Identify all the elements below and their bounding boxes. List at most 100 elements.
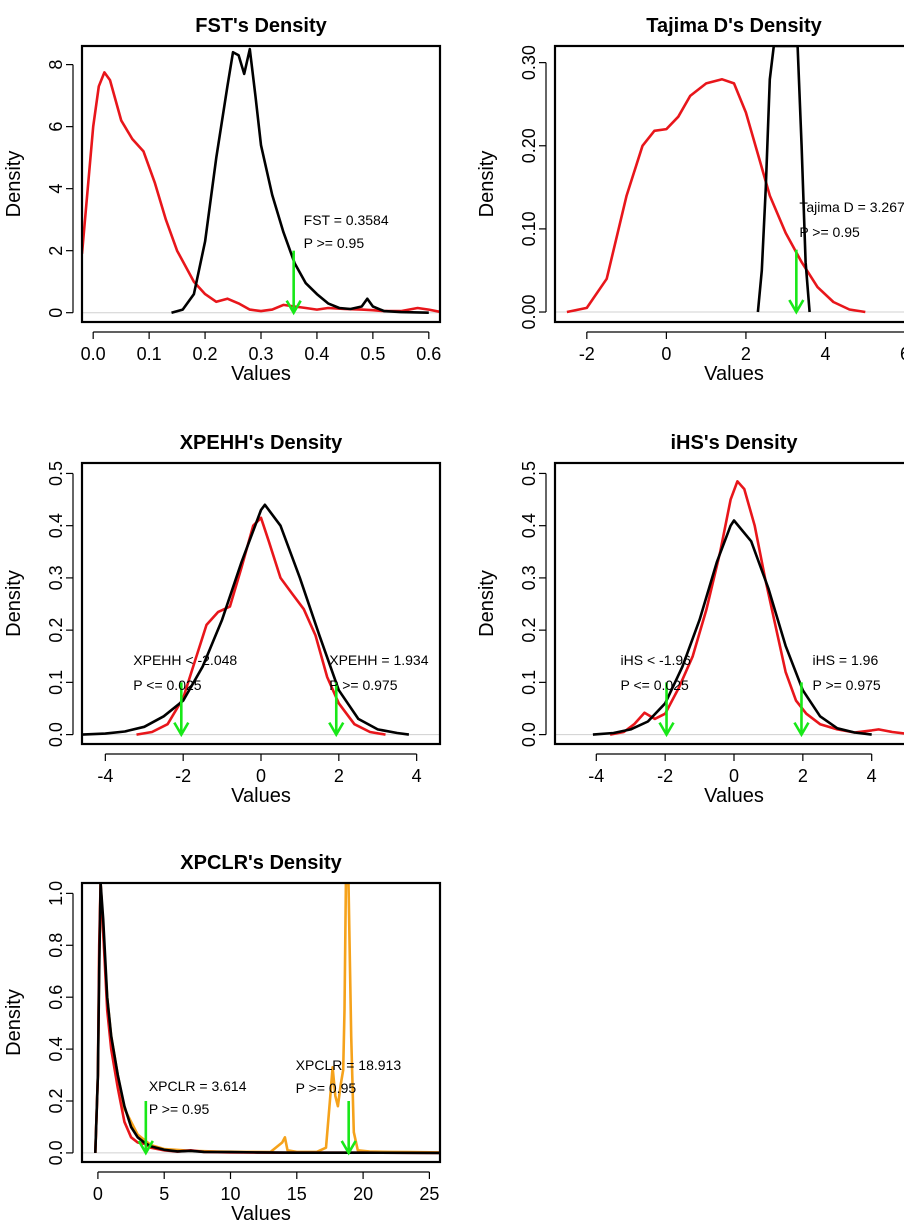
x-tick-label: 0.3 xyxy=(248,344,273,364)
y-tick-label: 0.3 xyxy=(46,565,66,590)
y-tick-label: 2 xyxy=(46,246,66,256)
x-tick-label: 0 xyxy=(729,766,739,786)
x-tick-label: -4 xyxy=(588,766,604,786)
threshold-arrow-head xyxy=(173,721,190,738)
y-tick-label: 0.2 xyxy=(46,1088,66,1113)
y-tick-label: 0 xyxy=(46,308,66,318)
y-tick-label: 0.1 xyxy=(519,670,539,695)
threshold-annotation: FST = 0.3584 xyxy=(304,212,389,228)
plot-frame xyxy=(80,881,442,1164)
black-density-curve xyxy=(94,883,440,1155)
threshold-arrow xyxy=(658,682,675,738)
x-tick-label: 5 xyxy=(159,1184,169,1204)
x-tick-label: 2 xyxy=(741,344,751,364)
y-tick-label: 0.8 xyxy=(46,933,66,958)
threshold-arrow xyxy=(340,1101,357,1156)
threshold-arrow xyxy=(328,682,345,738)
red-density-curve xyxy=(609,479,904,736)
threshold-annotation: XPEHH = 1.934 xyxy=(329,652,428,668)
threshold-arrow xyxy=(173,682,190,738)
threshold-arrow xyxy=(793,682,810,738)
x-tick-label: 0.6 xyxy=(416,344,441,364)
threshold-annotation: iHS = 1.96 xyxy=(812,652,878,668)
series-group xyxy=(592,479,904,736)
threshold-arrow-head xyxy=(658,721,675,738)
x-tick-label: 20 xyxy=(353,1184,373,1204)
x-axis-label: Values xyxy=(704,363,764,385)
y-tick-label: 0.4 xyxy=(46,1037,66,1062)
tajima-d-density-panel: Tajima D's Density -2 0 2 4 6 Values 0.00 0.10 0.… xyxy=(476,15,904,385)
y-tick-label: 0.5 xyxy=(46,461,66,486)
y-tick-label: 0.2 xyxy=(519,618,539,643)
x-tick-label: 0 xyxy=(661,344,671,364)
y-tick-label: 0.2 xyxy=(46,618,66,643)
threshold-annotation: P >= 0.975 xyxy=(812,677,880,693)
red-density-curve xyxy=(136,516,386,736)
x-axis-label: Values xyxy=(231,363,291,385)
threshold-arrow-head xyxy=(285,300,302,316)
x-tick-label: 0 xyxy=(93,1184,103,1204)
x-tick-label: 25 xyxy=(419,1184,439,1204)
xpclr-density-panel: XPCLR's Density 0 5 10 15 20 25 Values 0.0 0.2 0.4… xyxy=(3,852,442,1225)
threshold-annotation: P <= 0.025 xyxy=(133,677,201,693)
x-tick-label: -2 xyxy=(579,344,595,364)
y-tick-label: 0.4 xyxy=(46,513,66,538)
y-tick-label: 0.0 xyxy=(46,722,66,747)
x-axis-label: Values xyxy=(231,785,291,807)
x-tick-label: 0.1 xyxy=(137,344,162,364)
y-tick-label: 0.20 xyxy=(519,128,539,163)
red-density-curve xyxy=(82,71,440,314)
threshold-annotation: P >= 0.95 xyxy=(296,1080,357,1096)
panel-title: iHS's Density xyxy=(670,432,798,454)
y-tick-label: 8 xyxy=(46,60,66,70)
plot-frame xyxy=(80,461,442,746)
panel-title: XPCLR's Density xyxy=(180,852,342,874)
threshold-annotation: P >= 0.95 xyxy=(799,224,860,240)
panel-title: Tajima D's Density xyxy=(646,15,822,37)
x-tick-label: -2 xyxy=(175,766,191,786)
black-density-curve xyxy=(592,519,872,736)
y-axis-label: Density xyxy=(3,989,25,1056)
xpehh-density-panel: XPEHH's Density -4 -2 0 2 4 Values 0.0 0.1 0.2 0.3… xyxy=(3,432,442,807)
y-axis-label: Density xyxy=(476,151,498,218)
y-tick-label: 0.10 xyxy=(519,211,539,246)
series-group xyxy=(566,46,866,314)
threshold-annotation: XPEHH < -2.048 xyxy=(133,652,237,668)
y-tick-label: 0.5 xyxy=(519,461,539,486)
ihs-density-panel: iHS's Density -4 -2 0 2 4 Values 0.0 0.1 0.2 0.3 0.… xyxy=(476,432,904,807)
series-group xyxy=(94,883,440,1155)
threshold-annotation: P >= 0.95 xyxy=(304,235,365,251)
red-density-curve xyxy=(566,78,866,314)
threshold-annotation: P <= 0.025 xyxy=(621,677,689,693)
black-density-curve xyxy=(171,47,429,314)
y-axis-label: Density xyxy=(3,151,25,218)
threshold-arrow xyxy=(137,1101,154,1156)
x-tick-label: 0.4 xyxy=(304,344,329,364)
x-tick-label: 4 xyxy=(412,766,422,786)
x-tick-label: -2 xyxy=(657,766,673,786)
threshold-arrow xyxy=(285,250,302,316)
threshold-annotation: Tajima D = 3.267 xyxy=(799,199,904,215)
threshold-annotation: iHS < -1.96 xyxy=(621,652,692,668)
y-tick-label: 1.0 xyxy=(46,881,66,906)
fst-density-panel: FST's Density 0.0 0.1 0.2 0.3 0.4 0.5 0.6 Values… xyxy=(3,15,441,385)
x-tick-label: -4 xyxy=(97,766,113,786)
black-density-curve xyxy=(756,46,811,313)
threshold-annotation: XPCLR = 18.913 xyxy=(296,1057,402,1073)
y-tick-label: 0.00 xyxy=(519,295,539,330)
threshold-annotation: P >= 0.975 xyxy=(329,677,397,693)
x-tick-label: 0.5 xyxy=(360,344,385,364)
plot-frame xyxy=(553,44,904,324)
panel-title: XPEHH's Density xyxy=(180,432,343,454)
threshold-arrow xyxy=(788,249,805,315)
threshold-arrow-head xyxy=(793,721,810,738)
x-tick-label: 2 xyxy=(334,766,344,786)
x-tick-label: 15 xyxy=(287,1184,307,1204)
threshold-arrow-head xyxy=(328,721,345,738)
x-axis-label: Values xyxy=(231,1203,291,1225)
threshold-arrow-head xyxy=(137,1140,154,1156)
y-tick-label: 0.6 xyxy=(46,985,66,1010)
y-axis-label: Density xyxy=(3,570,25,637)
x-tick-label: 0.0 xyxy=(81,344,106,364)
